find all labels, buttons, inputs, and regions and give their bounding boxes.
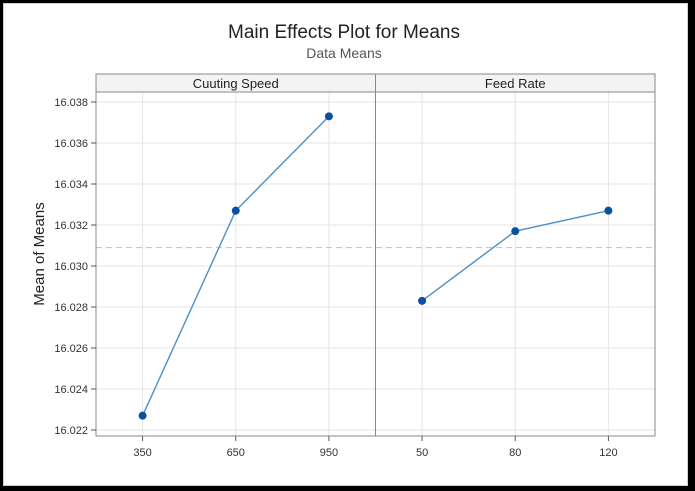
x-tick-label: 650 [227,447,245,459]
data-point [324,112,333,121]
data-point [418,296,427,305]
x-tick-label: 120 [599,447,617,459]
y-tick-label: 16.034 [54,179,88,191]
y-tick-label: 16.024 [54,384,88,396]
x-tick-label: 950 [320,447,338,459]
data-point [138,411,147,420]
x-tick-label: 350 [133,447,151,459]
plot-area: 350 650 950 Cuuting Speed 50 80 120 Feed Rate 16… [54,73,656,459]
data-point [511,227,520,236]
main-effects-chart: Main Effects Plot for Means Data Means M… [31,22,656,459]
y-tick-label: 16.036 [54,138,88,150]
x-tick-label: 80 [509,447,521,459]
panel-border [375,91,656,437]
panel-title: Feed Rate [485,76,546,91]
chart-frame: Main Effects Plot for Means Data Means M… [3,3,688,486]
data-point [604,206,613,215]
y-axis-label: Mean of Means [31,202,48,305]
y-tick-label: 16.032 [54,220,88,232]
panel-title: Cuuting Speed [193,76,279,91]
y-tick-label: 16.038 [54,97,88,109]
chart-subtitle: Data Means [306,45,381,61]
y-tick-label: 16.022 [54,425,88,437]
y-tick-label: 16.030 [54,261,88,273]
chart-title: Main Effects Plot for Means [228,22,460,43]
y-tick-label: 16.028 [54,302,88,314]
y-tick-label: 16.026 [54,343,88,355]
data-point [231,206,240,215]
x-tick-label: 50 [416,447,428,459]
